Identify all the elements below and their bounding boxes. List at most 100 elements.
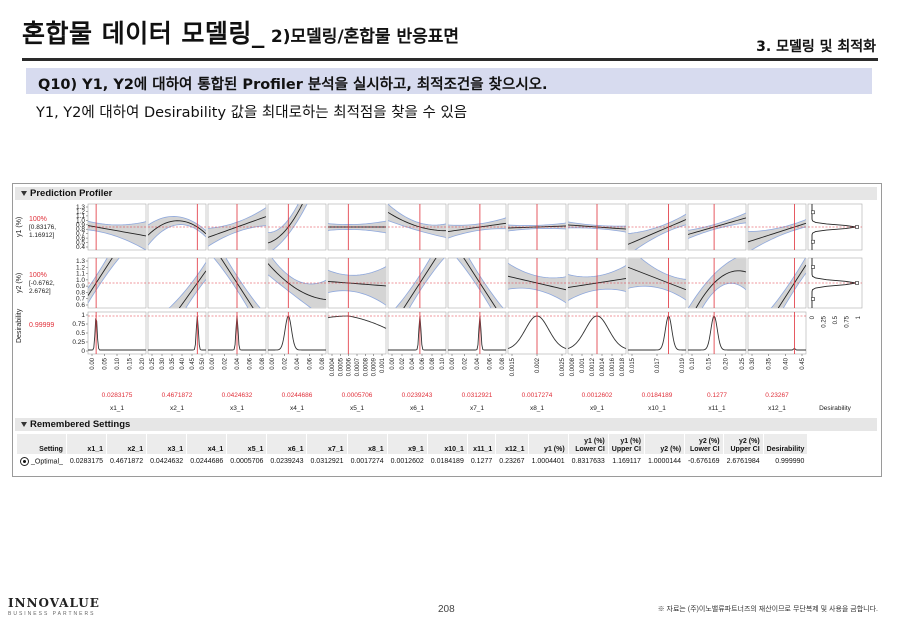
- column-header[interactable]: x1_1: [65, 433, 108, 455]
- prediction-trace[interactable]: [688, 217, 746, 235]
- factor-name-label: x5_1: [350, 405, 364, 412]
- prediction-trace[interactable]: [268, 263, 326, 301]
- desirability-trace[interactable]: [448, 315, 506, 351]
- x-tick-label: 0.04: [410, 357, 416, 369]
- y-tick-label: 0.4: [76, 244, 85, 251]
- desirability-handle[interactable]: [811, 297, 815, 301]
- factor-value-label: 0.0017274: [522, 392, 553, 399]
- desirability-trace[interactable]: [388, 315, 446, 351]
- prediction-trace[interactable]: [148, 270, 206, 352]
- prediction-trace[interactable]: [688, 270, 746, 324]
- x-tick-label: 0.015: [630, 357, 636, 373]
- x-tick-label: 0.20: [140, 357, 146, 369]
- x-tick-label: 0.00: [450, 357, 456, 369]
- prediction-trace[interactable]: [628, 219, 686, 245]
- x-tick-label: 0.00: [390, 357, 396, 369]
- profiler-cell[interactable]: [87, 311, 147, 355]
- desirability-trace[interactable]: [688, 315, 746, 351]
- prediction-trace[interactable]: [388, 211, 446, 232]
- prediction-trace[interactable]: [388, 243, 446, 333]
- factor-value-label: 0.0424632: [222, 392, 253, 399]
- desirability-trace[interactable]: [628, 315, 687, 351]
- table-row[interactable]: _Optimal_ 0.0283175 0.4671872 0.0424632 0.02…: [16, 454, 809, 468]
- column-header[interactable]: x9_1: [386, 433, 428, 455]
- column-header[interactable]: x4_1: [186, 433, 228, 455]
- column-header[interactable]: x6_1: [266, 433, 308, 455]
- ci-lower-curve: [272, 204, 308, 250]
- desirability-handle[interactable]: [855, 225, 859, 229]
- y-tick-label: 0.6: [76, 302, 85, 309]
- prediction-trace[interactable]: [448, 234, 506, 324]
- y-tick-label: 0.9: [76, 283, 85, 290]
- ci-upper-curve: [268, 204, 299, 234]
- column-header[interactable]: x10_1: [426, 433, 468, 455]
- desirability-tick-label: 0.5: [833, 315, 839, 324]
- desirability-handle[interactable]: [811, 239, 815, 244]
- page-number: 208: [438, 604, 455, 615]
- disclosure-triangle-icon[interactable]: [21, 421, 27, 427]
- prediction-trace[interactable]: [628, 266, 686, 291]
- x-tick-label: 0.10: [115, 357, 121, 369]
- column-header[interactable]: y1 (%): [527, 433, 569, 455]
- desirability-trace[interactable]: [748, 347, 806, 351]
- prediction-profiler-header[interactable]: Prediction Profiler: [15, 187, 877, 200]
- desirability-tick-label: 0: [810, 315, 816, 319]
- x-tick-label: 0.06: [488, 357, 494, 369]
- column-header[interactable]: x7_1: [306, 433, 348, 455]
- factor-name-label: x11_1: [708, 405, 726, 412]
- remembered-settings-header[interactable]: Remembered Settings: [15, 418, 877, 431]
- prediction-trace[interactable]: [148, 220, 206, 236]
- jmp-report-window: Prediction Profiler y1 (%) 100% [0.83176, 1…: [12, 183, 882, 477]
- column-header[interactable]: x12_1: [495, 433, 529, 455]
- prediction-trace[interactable]: [328, 280, 386, 287]
- x-tick-label: 0.10: [690, 357, 696, 369]
- x-tick-label: 0.08: [500, 357, 506, 369]
- column-header[interactable]: Setting: [16, 433, 67, 455]
- y-tick-label: 0: [81, 348, 85, 355]
- disclosure-triangle-icon[interactable]: [21, 190, 27, 196]
- desirability-trace[interactable]: [148, 315, 206, 351]
- setting-radio-button[interactable]: [20, 456, 29, 466]
- prediction-trace[interactable]: [88, 206, 146, 296]
- profiler-cell[interactable]: [627, 311, 687, 355]
- column-header[interactable]: y2 (%) Upper CI: [722, 433, 764, 455]
- setting-name-cell[interactable]: _Optimal_: [16, 454, 67, 468]
- table-cell: 0.0424632: [146, 454, 188, 468]
- prediction-trace[interactable]: [268, 184, 326, 244]
- desirability-trace[interactable]: [268, 315, 326, 351]
- profiler-cell[interactable]: [267, 311, 327, 355]
- question-bar: Q10) Y1, Y2에 대하여 통합된 Profiler 분석을 실시하고, …: [26, 68, 872, 94]
- desirability-handle[interactable]: [811, 210, 815, 215]
- column-header[interactable]: y2 (%): [643, 433, 686, 455]
- column-header[interactable]: y1 (%) Lower CI: [567, 433, 609, 455]
- desirability-trace[interactable]: [327, 315, 387, 329]
- desirability-handle[interactable]: [855, 281, 859, 285]
- column-header[interactable]: y2 (%) Lower CI: [684, 433, 724, 455]
- column-header[interactable]: y1 (%) Upper CI: [607, 433, 645, 455]
- column-header[interactable]: x3_1: [146, 433, 188, 455]
- prediction-trace[interactable]: [88, 225, 146, 237]
- prediction-profiler-plot[interactable]: y1 (%) 100%[0.83176,1.16912]1.31.21.11.00…: [13, 184, 881, 424]
- column-header[interactable]: x5_1: [226, 433, 268, 455]
- column-header[interactable]: x8_1: [346, 433, 388, 455]
- column-header[interactable]: x2_1: [105, 433, 148, 455]
- column-header[interactable]: x11_1: [466, 433, 497, 455]
- column-header[interactable]: Desirability: [762, 433, 809, 455]
- y-tick-label: 1.1: [76, 271, 85, 278]
- ci-upper-curve: [328, 220, 386, 225]
- y-tick-label: 1.3: [76, 204, 85, 211]
- profiler-cell[interactable]: [447, 311, 507, 355]
- profiler-cell[interactable]: [387, 311, 447, 355]
- ci-upper-curve: [468, 258, 504, 308]
- profiler-cell[interactable]: [687, 311, 747, 355]
- profiler-cell[interactable]: [747, 311, 807, 355]
- remembered-settings-table: Setting x1_1 x2_1 x3_1 x4_1 x5_1 x6_1 x7_1 x8_1 x…: [16, 433, 809, 468]
- x-tick-label: 0.0007: [355, 357, 361, 376]
- desirability-trace[interactable]: [88, 318, 146, 351]
- desirability-handle[interactable]: [811, 265, 815, 269]
- prediction-trace[interactable]: [448, 222, 506, 232]
- prediction-trace[interactable]: [748, 264, 806, 355]
- prediction-trace[interactable]: [748, 222, 806, 243]
- profiler-cell[interactable]: [327, 311, 387, 355]
- factor-name-label: x6_1: [410, 405, 424, 412]
